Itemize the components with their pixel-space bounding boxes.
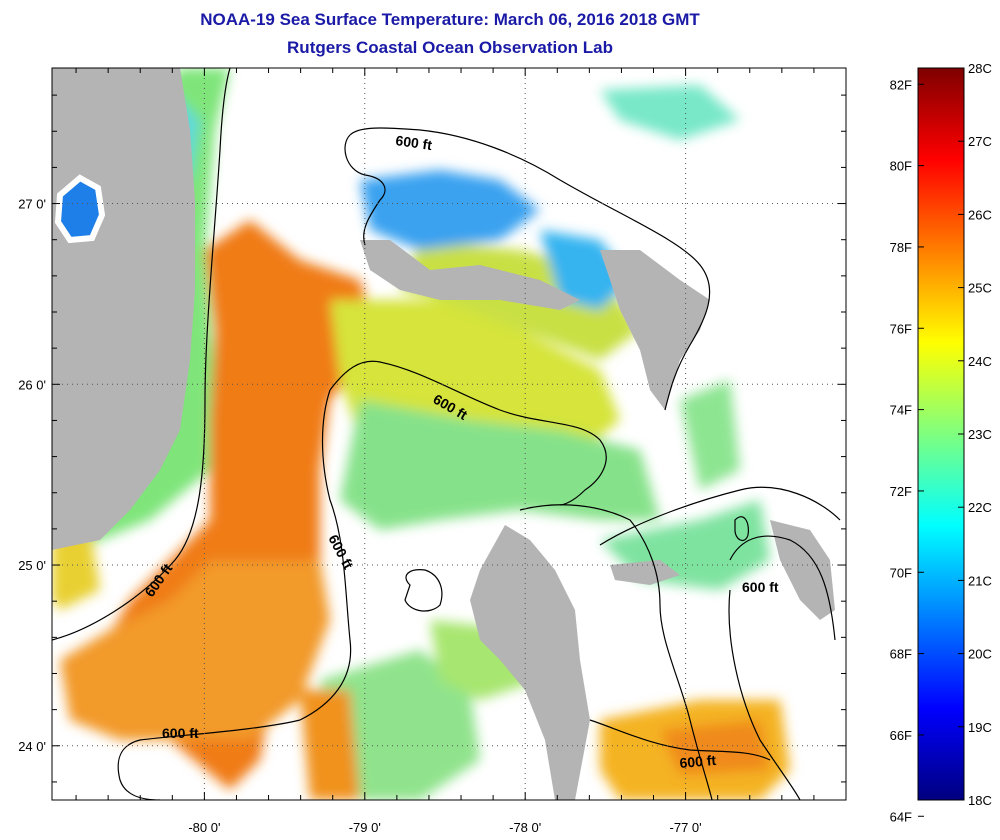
lon-tick-label: -79 0'	[349, 820, 381, 835]
bathymetry-contours	[52, 68, 841, 800]
celsius-label: 24C	[968, 354, 992, 369]
longitude-labels: -80 0' -79 0' -78 0' -77 0'	[188, 820, 701, 835]
fahrenheit-label: 68F	[890, 647, 912, 662]
celsius-label: 20C	[968, 647, 992, 662]
celsius-label: 21C	[968, 573, 992, 588]
lat-tick-label: 26 0'	[18, 377, 46, 392]
lat-tick-label: 25 0'	[18, 558, 46, 573]
fahrenheit-label: 80F	[890, 159, 912, 174]
fahrenheit-label: 76F	[890, 321, 912, 336]
graticule	[52, 68, 846, 800]
fahrenheit-label: 82F	[890, 77, 912, 92]
andros-land	[470, 525, 590, 800]
celsius-label: 19C	[968, 720, 992, 735]
lon-tick-label: -80 0'	[188, 820, 220, 835]
fahrenheit-label: 74F	[890, 403, 912, 418]
contour-label: 600 ft	[162, 725, 199, 741]
celsius-labels: 28C 27C 26C 25C 24C 23C 22C 21C 20C 19C …	[968, 61, 992, 808]
fahrenheit-label: 70F	[890, 565, 912, 580]
celsius-label: 25C	[968, 281, 992, 296]
contour-label: 600 ft	[742, 579, 779, 595]
lake-okeechobee	[54, 174, 106, 244]
celsius-label: 23C	[968, 427, 992, 442]
lon-tick-label: -78 0'	[509, 820, 541, 835]
celsius-label: 28C	[968, 61, 992, 76]
celsius-label: 18C	[968, 793, 992, 808]
celsius-label: 27C	[968, 134, 992, 149]
eleuthera-land	[770, 520, 835, 620]
map-frame	[51, 67, 847, 801]
colorbar-gradient	[917, 67, 965, 801]
frame-ticks	[52, 68, 846, 800]
contour-label: 600 ft	[679, 752, 717, 771]
lat-tick-label: 24 0'	[18, 739, 46, 754]
abaco-land	[600, 250, 710, 410]
sst-data-layer	[52, 68, 790, 800]
fahrenheit-label: 78F	[890, 240, 912, 255]
fahrenheit-label: 64F	[890, 809, 912, 824]
island-land	[610, 560, 680, 585]
map-subtitle: Rutgers Coastal Ocean Observation Lab	[287, 38, 613, 57]
fahrenheit-labels: 82F 80F 78F 76F 74F 72F 70F 68F 66F 64F	[890, 77, 912, 824]
map-title: NOAA-19 Sea Surface Temperature: March 0…	[200, 10, 700, 29]
celsius-label: 22C	[968, 500, 992, 515]
fahrenheit-label: 66F	[890, 728, 912, 743]
contour-label: 600 ft	[395, 132, 434, 153]
fahrenheit-label: 72F	[890, 484, 912, 499]
colorbar-ticks	[918, 67, 964, 817]
latitude-labels: 27 0' 26 0' 25 0' 24 0'	[18, 197, 46, 754]
lat-tick-label: 27 0'	[18, 197, 46, 212]
lon-tick-label: -77 0'	[670, 820, 702, 835]
grand-bahama-land	[360, 240, 580, 310]
celsius-label: 26C	[968, 207, 992, 222]
